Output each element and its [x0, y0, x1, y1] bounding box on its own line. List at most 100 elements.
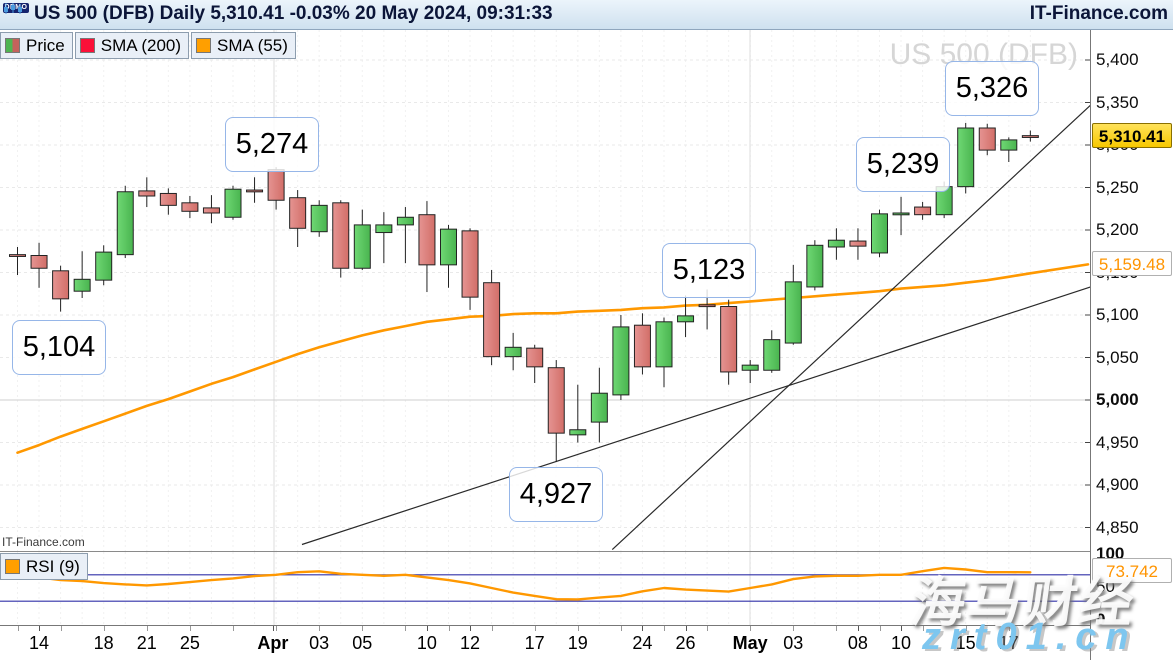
time-axis-tick	[272, 626, 274, 631]
time-axis-label: 21	[136, 633, 157, 653]
time-axis-label: 17	[998, 633, 1019, 653]
price-axis-label: 5,100	[1096, 305, 1139, 324]
time-axis-minor-tick	[60, 626, 62, 631]
time-axis-tick	[685, 626, 687, 631]
candle-body	[224, 188, 242, 218]
price-axis[interactable]: 5,4005,3505,3005,2505,2005,1505,1005,050…	[1090, 30, 1173, 660]
sma200-swatch-icon	[79, 38, 95, 53]
price-axis-label: 5,200	[1096, 220, 1139, 239]
price-callout: 5,123	[662, 243, 756, 298]
time-axis-label: 26	[675, 633, 696, 653]
time-axis-minor-tick	[620, 626, 622, 631]
time-axis-minor-tick	[233, 626, 234, 631]
candle-body	[741, 364, 759, 371]
time-axis-label: 10	[416, 633, 437, 653]
price-callout: 5,239	[856, 137, 950, 192]
rsi-pane[interactable]: RSI (9)	[0, 551, 1090, 625]
candle-body	[73, 278, 91, 292]
time-axis-label: 24	[632, 633, 653, 653]
candle-body	[138, 190, 156, 197]
price-axis-label: 4,900	[1096, 475, 1139, 494]
time-axis-minor-tick	[362, 626, 364, 631]
time-axis-minor-tick	[793, 626, 795, 631]
candle-body	[957, 127, 975, 188]
legend-item-sma200[interactable]: SMA (200)	[74, 32, 190, 59]
time-axis-minor-tick	[189, 626, 191, 631]
legend-item-price[interactable]: Price	[0, 32, 73, 59]
candle-body	[849, 240, 867, 247]
time-axis-label: 14	[29, 633, 50, 653]
candle-body	[655, 321, 673, 368]
price-pane[interactable]: US 500 (DFB) Price SMA (200) SMA (55) IT…	[0, 30, 1090, 551]
time-axis-label: 10	[891, 633, 912, 653]
time-axis-minor-tick	[879, 626, 881, 631]
candle-body	[375, 224, 393, 234]
price-callout: 5,326	[945, 61, 1039, 116]
price-axis-label: 5,000	[1096, 390, 1139, 409]
candle-body	[483, 282, 501, 358]
price-swatch-icon	[5, 38, 20, 53]
time-axis-minor-tick	[319, 626, 321, 631]
candle-body	[1000, 139, 1018, 151]
candle-body	[267, 169, 285, 201]
time-axis-label: 08	[847, 633, 868, 653]
time-axis-label: May	[732, 633, 768, 653]
time-axis-label: 15	[955, 633, 976, 653]
price-axis-label: 4,950	[1096, 432, 1139, 452]
time-axis-label: Apr	[257, 633, 289, 653]
trendline	[301, 286, 1090, 546]
price-callout: 5,274	[225, 117, 319, 172]
time-axis-label: 03	[783, 633, 804, 653]
price-legend: Price SMA (200) SMA (55)	[0, 32, 296, 59]
candle-body	[95, 251, 113, 281]
time-axis-tick	[426, 626, 428, 631]
instrument-title: US 500 (DFB) Daily 5,310.41 -0.03% 20 Ma…	[34, 3, 553, 24]
price-chart-canvas[interactable]	[0, 30, 1090, 551]
time-axis-minor-tick	[965, 626, 967, 631]
time-axis-minor-tick	[922, 626, 924, 631]
candle-body	[569, 429, 587, 436]
candle-body	[396, 216, 414, 226]
rsi-axis-label: 0	[1096, 610, 1106, 629]
price-axis-label: 5,250	[1096, 177, 1139, 197]
rsi-line	[16, 566, 1032, 601]
legend-item-sma55[interactable]: SMA (55)	[191, 32, 296, 59]
time-axis-tick	[857, 626, 859, 631]
candle-body	[590, 392, 608, 423]
brand-link[interactable]: IT-Finance.com	[1029, 3, 1168, 24]
candle-body	[159, 192, 177, 206]
time-axis[interactable]: 14 18 21 25 Apr 03 05 10 12 17 19 24 26 May 03 08 10 15 17	[0, 625, 1090, 660]
demo-logo: DEMO	[3, 3, 30, 27]
time-axis-minor-tick	[491, 626, 493, 631]
time-axis-tick	[642, 626, 644, 631]
candle-body	[246, 189, 264, 193]
candle-body	[461, 230, 479, 298]
time-axis-minor-tick	[750, 626, 752, 631]
candle-body	[698, 304, 716, 308]
time-axis-label: 05	[352, 633, 373, 653]
last-price-tag: 5,310.41	[1092, 123, 1172, 149]
demo-badge: DEMO	[3, 3, 29, 13]
time-axis-label: 18	[93, 633, 114, 653]
time-axis-minor-tick	[664, 626, 665, 631]
candle-body	[353, 224, 371, 269]
time-axis-minor-tick	[707, 626, 709, 631]
price-axis-label: 5,400	[1096, 50, 1139, 69]
price-axis-label: 5,350	[1096, 92, 1139, 112]
time-axis-minor-tick	[103, 626, 105, 631]
legend-item-rsi[interactable]: RSI (9)	[0, 553, 88, 580]
candle-body	[720, 306, 738, 373]
candle-body	[202, 207, 220, 214]
rsi-axis-label: 100	[1096, 544, 1125, 563]
time-axis-minor-tick	[1008, 626, 1010, 631]
candle-body	[116, 191, 134, 256]
candle-body	[1021, 135, 1039, 138]
candle-body	[784, 281, 802, 344]
rsi-chart-canvas[interactable]	[0, 552, 1090, 625]
candle-body	[418, 214, 436, 266]
candle-body	[181, 202, 199, 212]
candle-body	[332, 202, 350, 269]
itfinance-watermark: IT-Finance.com	[2, 535, 85, 549]
candle-body	[633, 324, 651, 368]
sma55-swatch-icon	[196, 38, 212, 53]
